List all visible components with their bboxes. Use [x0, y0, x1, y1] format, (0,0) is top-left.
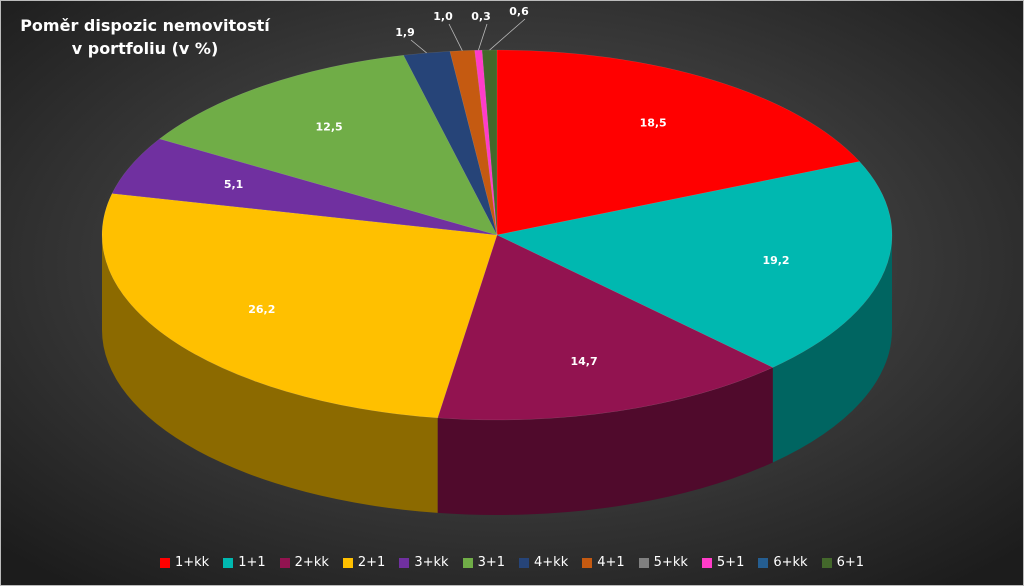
legend-label: 6+1 [836, 555, 865, 570]
data-label: 5,1 [224, 178, 244, 191]
legend-label: 3+kk [414, 555, 449, 570]
data-label: 26,2 [248, 303, 275, 316]
data-label: 0,3 [471, 10, 491, 23]
legend-label: 4+1 [597, 555, 625, 570]
legend-item: 2+1 [342, 555, 386, 570]
legend-label: 5+1 [716, 555, 745, 570]
slice-side [437, 367, 773, 515]
slice-side [772, 235, 892, 463]
slice [437, 234, 774, 421]
legend-swatch [758, 557, 769, 568]
legend-item: 5+1 [701, 555, 745, 570]
slice [449, 50, 498, 236]
legend-label: 1+1 [238, 555, 266, 570]
slice [474, 49, 498, 236]
legend-item: 4+kk [519, 555, 568, 570]
legend-item: 3+kk [399, 555, 449, 570]
legend-swatch [582, 557, 593, 568]
legend-swatch [519, 557, 529, 568]
legend-item: 6+kk [758, 555, 808, 570]
legend-label: 4+kk [534, 555, 569, 570]
leader-line [448, 23, 463, 51]
legend-label: 1+kk [174, 555, 210, 570]
legend-swatch [638, 557, 649, 568]
slice [159, 54, 498, 236]
legend-label: 2+kk [294, 555, 329, 570]
legend-swatch [821, 557, 832, 568]
data-label: 0,6 [509, 5, 529, 18]
leader-line [489, 18, 526, 51]
data-label: 1,9 [395, 26, 415, 39]
slice [403, 51, 498, 236]
legend-item: 5+kk [638, 555, 688, 570]
legend-label: 6+kk [773, 555, 808, 570]
slice [101, 193, 498, 419]
chart-title: Poměr dispozic nemovitostí v portfoliu (… [20, 16, 270, 58]
legend-item: 1+kk [159, 555, 210, 570]
legend-swatch [399, 557, 410, 568]
data-label: 19,2 [762, 254, 789, 267]
legend-label: 3+1 [477, 555, 505, 570]
legend-item: 4+1 [582, 555, 625, 570]
data-label: 14,7 [570, 355, 597, 368]
slice [496, 161, 893, 368]
slice-side [102, 235, 438, 513]
leader-line [410, 39, 427, 54]
slice [496, 49, 860, 236]
legend-swatch [223, 557, 234, 568]
legend-item: 6+1 [821, 555, 865, 570]
legend-swatch [701, 557, 712, 568]
legend-item: 1+1 [223, 555, 266, 570]
legend-item: 3+1 [462, 555, 505, 570]
legend-item: 2+kk [279, 555, 329, 570]
data-label: 1,0 [433, 10, 453, 23]
slice [481, 49, 498, 236]
legend-swatch [342, 557, 353, 568]
leader-line [478, 23, 488, 51]
data-label: 18,5 [640, 117, 667, 130]
legend-swatch [279, 557, 290, 568]
data-label: 12,5 [316, 120, 343, 133]
legend-label: 5+kk [653, 555, 688, 570]
legend-swatch [159, 557, 170, 568]
legend-label: 2+1 [357, 555, 386, 570]
slice [111, 138, 498, 236]
legend: 1+kk 1+1 2+kk 2+1 3+kk 3+1 4+kk 4+1 5+kk 5+1 6+kk 6… [0, 555, 1024, 570]
legend-swatch [462, 557, 473, 568]
